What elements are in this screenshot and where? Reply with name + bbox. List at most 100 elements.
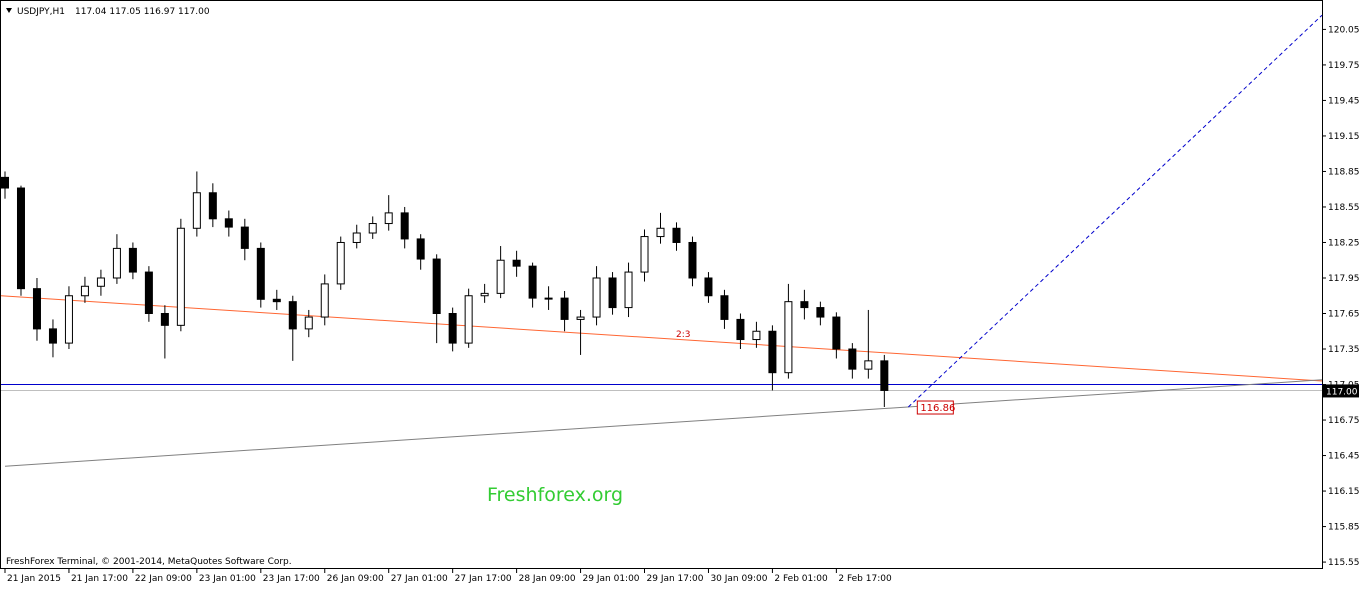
y-tick-label: 118.85 — [1328, 167, 1360, 177]
candle-body — [880, 360, 889, 391]
x-tick-label: 29 Jan 01:00 — [583, 574, 640, 584]
candle-body — [752, 330, 761, 341]
y-tick-label: 116.15 — [1328, 487, 1360, 497]
x-tick-label: 21 Jan 2015 — [7, 574, 61, 584]
candle-body — [272, 298, 281, 303]
y-tick-label: 119.15 — [1328, 132, 1360, 142]
candle-body — [512, 259, 521, 267]
y-tick-label: 120.05 — [1328, 25, 1360, 35]
quote: 117.04 117.05 116.97 117.00 — [75, 7, 210, 17]
candle-body — [528, 265, 537, 299]
y-tick-label: 116.45 — [1328, 452, 1360, 462]
candle-body — [400, 212, 409, 240]
x-tick-label: 23 Jan 17:00 — [263, 574, 320, 584]
price-label-box — [916, 400, 954, 415]
price-label: 116.86 — [920, 403, 955, 414]
y-tick-label: 115.55 — [1328, 558, 1360, 568]
x-tick-label: 22 Jan 09:00 — [135, 574, 192, 584]
copyright: FreshForex Terminal, © 2001-2014, MetaQu… — [6, 557, 292, 567]
candle-body — [368, 223, 377, 234]
candle-body — [608, 277, 617, 309]
candle-body — [496, 259, 505, 294]
price-tag: 117.00 — [1326, 387, 1358, 397]
x-tick-label: 30 Jan 09:00 — [710, 574, 767, 584]
y-tick-label: 116.75 — [1328, 416, 1360, 426]
trend-line — [907, 14, 1323, 408]
candle-body — [64, 295, 73, 344]
candle-body — [384, 212, 393, 225]
candle-body — [720, 295, 729, 320]
candle-body — [352, 232, 361, 243]
candle-body — [32, 288, 41, 330]
candle-body — [160, 313, 169, 326]
trend-line — [4, 379, 1323, 467]
candle-body — [448, 313, 457, 344]
candle-body — [0, 176, 9, 189]
candle-body — [224, 218, 233, 228]
candle-body — [304, 316, 313, 330]
watermark: Freshforex.org — [487, 484, 623, 506]
candle-body — [240, 226, 249, 249]
candle-body — [688, 241, 697, 279]
candle-body — [96, 277, 105, 287]
candle-body — [672, 227, 681, 243]
candle-body — [768, 330, 777, 374]
y-tick-label: 118.25 — [1328, 238, 1360, 248]
y-tick-label: 117.95 — [1328, 274, 1360, 284]
candle-body — [816, 307, 825, 318]
candle-body — [464, 295, 473, 344]
candle-body — [320, 283, 329, 318]
candle-body — [48, 328, 57, 344]
x-tick-label: 23 Jan 01:00 — [199, 574, 256, 584]
y-tick-label: 117.65 — [1328, 310, 1360, 320]
plot-frame — [0, 0, 1323, 569]
x-tick-label: 27 Jan 01:00 — [391, 574, 448, 584]
candle-body — [416, 238, 425, 260]
candle-body — [656, 227, 665, 238]
menu-arrow[interactable] — [6, 8, 12, 13]
y-tick-label: 119.45 — [1328, 96, 1360, 106]
candle-body — [784, 301, 793, 374]
candle-body — [592, 277, 601, 318]
candle-body — [736, 318, 745, 341]
candle-body — [144, 271, 153, 315]
y-tick-label: 119.75 — [1328, 61, 1360, 71]
candle-body — [112, 247, 121, 279]
candle-body — [208, 192, 217, 220]
y-tick-label: 115.85 — [1328, 523, 1360, 533]
candle-body — [800, 301, 809, 309]
candle-body — [576, 316, 585, 320]
x-tick-label: 2 Feb 01:00 — [774, 574, 828, 584]
candle-body — [832, 316, 841, 350]
candle-body — [80, 285, 89, 297]
trend-line — [0, 295, 1323, 382]
candle-body — [336, 241, 345, 285]
candle-body — [480, 292, 489, 297]
y-tick-label: 118.55 — [1328, 203, 1360, 213]
candle-body — [624, 271, 633, 309]
candle-body — [544, 297, 553, 300]
candle-body — [192, 192, 201, 229]
x-tick-label: 2 Feb 17:00 — [838, 574, 892, 584]
candle-body — [288, 301, 297, 330]
candle-body — [640, 236, 649, 273]
x-tick-label: 21 Jan 17:00 — [71, 574, 128, 584]
candle-body — [704, 277, 713, 297]
x-tick-label: 29 Jan 17:00 — [647, 574, 704, 584]
symbol: USDJPY,H1 — [17, 7, 65, 17]
candle-body — [16, 187, 25, 290]
y-tick-label: 117.35 — [1328, 345, 1360, 355]
candle-body — [848, 348, 857, 370]
candle-body — [176, 227, 185, 326]
candle-body — [864, 360, 873, 370]
candle-body — [128, 247, 137, 273]
line-label: 2:3 — [676, 330, 690, 340]
candle-body — [432, 258, 441, 315]
price-tag-box — [1323, 384, 1359, 398]
x-tick-label: 26 Jan 09:00 — [327, 574, 384, 584]
candle-body — [256, 247, 265, 300]
candle-body — [560, 297, 569, 320]
x-tick-label: 27 Jan 17:00 — [455, 574, 512, 584]
